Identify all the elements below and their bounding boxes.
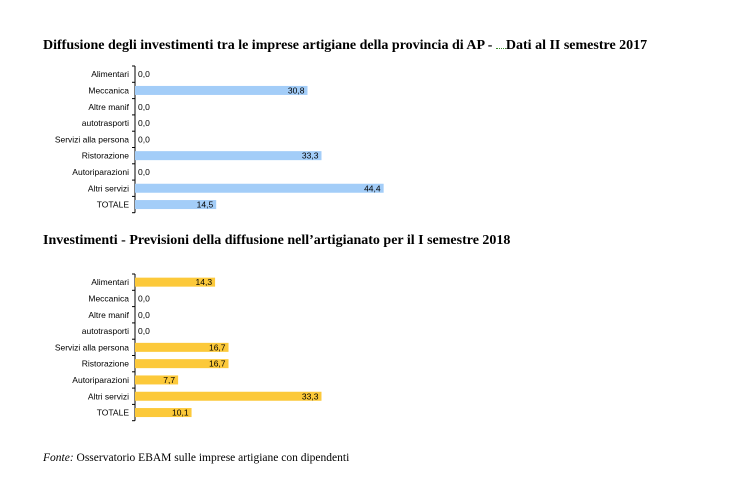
chart-2-category-label: Ristorazione: [82, 359, 130, 369]
chart-1-data-label: 0,0: [138, 69, 150, 79]
chart-2-category-label: Meccanica: [88, 293, 129, 303]
chart-2-data-label: 0,0: [138, 293, 150, 303]
chart-1-data-label: 44,4: [364, 183, 381, 193]
spellcheck-mark: [495, 38, 506, 49]
chart-1-bar: [135, 200, 217, 210]
chart-1-title-part2: Dati al II semestre 2017: [505, 38, 648, 53]
chart-2-bar: [135, 359, 229, 369]
chart-2-data-label: 10,1: [172, 408, 189, 418]
chart-1-data-label: 0,0: [138, 167, 150, 177]
chart-2-data-label: 7,7: [163, 375, 175, 385]
chart-2-category-label: autotrasporti: [82, 326, 129, 336]
chart-2: Alimentari 14,3 Meccanica 0,0 Altre manif 0,0…: [55, 273, 322, 422]
chart-1-category-label: Altri servizi: [88, 183, 129, 193]
source-text: Osservatorio EBAM sulle imprese artigian…: [73, 452, 350, 464]
chart-1-data-label: 33,3: [302, 151, 319, 161]
chart-2-bar: [135, 391, 322, 401]
chart-1-category-label: Servizi alla persona: [55, 134, 129, 144]
chart-1: Alimentari 0,0 Meccanica 30,8 Altre manif 0,0…: [55, 65, 384, 214]
chart-1-category-label: Altre manif: [88, 102, 129, 112]
chart-2-data-label: 16,7: [209, 359, 226, 369]
chart-2-bar: [135, 408, 192, 418]
source-note: Fonte: Osservatorio EBAM sulle imprese a…: [43, 452, 349, 464]
chart-1-category-label: Autoriparazioni: [72, 167, 129, 177]
chart-2-bar: [135, 342, 229, 352]
chart-2-category-label: TOTALE: [97, 408, 130, 418]
chart-2-data-label: 14,3: [196, 277, 213, 287]
chart-1-data-label: 0,0: [138, 134, 150, 144]
chart-1-category-label: autotrasporti: [82, 118, 129, 128]
chart-2-title: Investimenti - Previsioni della diffusio…: [43, 233, 511, 248]
chart-2-bar: [135, 277, 216, 287]
chart-2-data-label: 0,0: [138, 310, 150, 320]
chart-2-category-label: Alimentari: [91, 277, 129, 287]
source-label: Fonte:: [43, 452, 74, 464]
chart-1-data-label: 14,5: [197, 200, 214, 210]
chart-2-data-label: 16,7: [209, 342, 226, 352]
chart-1-bar: [135, 85, 308, 95]
chart-2-category-label: Servizi alla persona: [55, 342, 129, 352]
chart-1-data-label: 0,0: [138, 118, 150, 128]
chart-1-category-label: Ristorazione: [82, 151, 130, 161]
chart-2-data-label: 33,3: [302, 391, 319, 401]
chart-1-data-label: 30,8: [288, 85, 305, 95]
chart-2-category-label: Autoriparazioni: [72, 375, 129, 385]
chart-2-bar: [135, 375, 179, 385]
chart-1-data-label: 0,0: [138, 102, 150, 112]
chart-1-title: Diffusione degli investimenti tra le imp…: [43, 38, 647, 54]
chart-1-category-label: Alimentari: [91, 69, 129, 79]
chart-2-category-label: Altre manif: [88, 310, 129, 320]
chart-1-category-label: TOTALE: [97, 200, 130, 210]
chart-2-category-label: Altri servizi: [88, 391, 129, 401]
chart-1-bar: [135, 151, 322, 161]
chart-2-data-label: 0,0: [138, 326, 150, 336]
chart-1-bar: [135, 183, 384, 193]
chart-1-title-part1: Diffusione degli investimenti tra le imp…: [43, 38, 493, 53]
chart-1-category-label: Meccanica: [88, 85, 129, 95]
